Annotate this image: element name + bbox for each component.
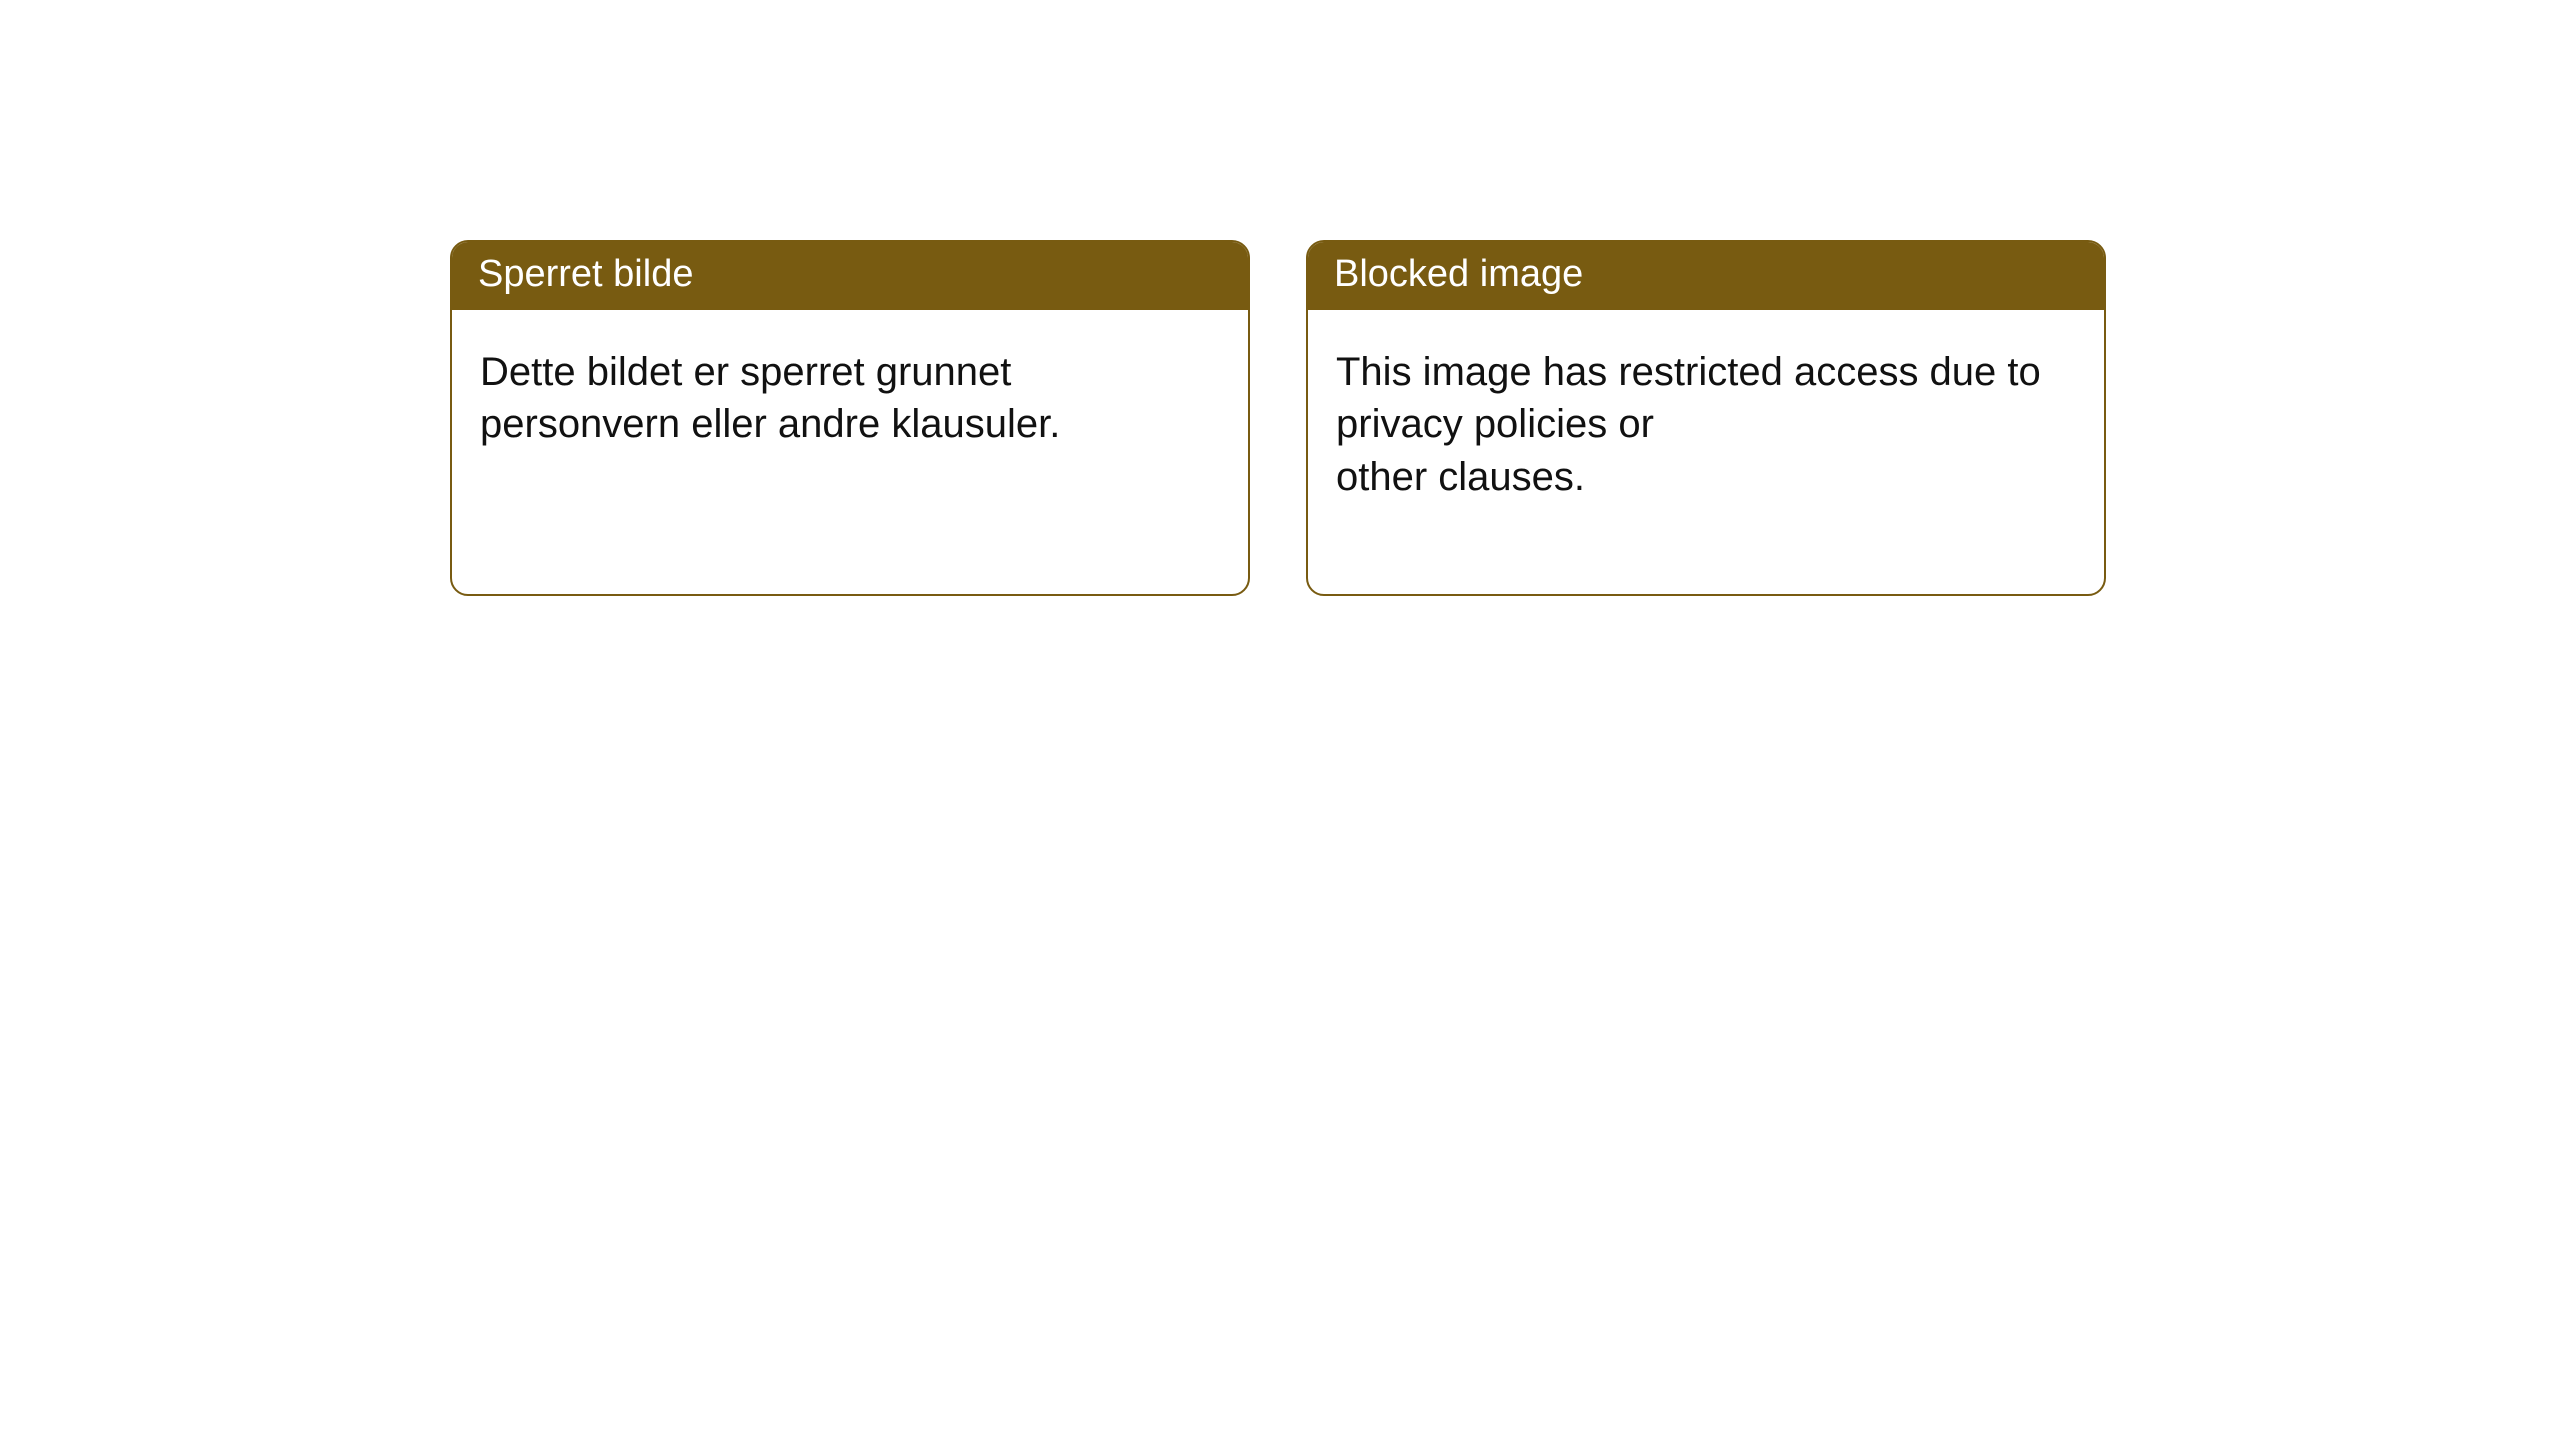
notice-title-norwegian: Sperret bilde (452, 242, 1248, 310)
notice-body-norwegian: Dette bildet er sperret grunnet personve… (452, 310, 1248, 542)
notice-container: Sperret bilde Dette bildet er sperret gr… (0, 0, 2560, 596)
notice-card-english: Blocked image This image has restricted … (1306, 240, 2106, 596)
notice-title-english: Blocked image (1308, 242, 2104, 310)
notice-card-norwegian: Sperret bilde Dette bildet er sperret gr… (450, 240, 1250, 596)
notice-body-english: This image has restricted access due to … (1308, 310, 2104, 594)
